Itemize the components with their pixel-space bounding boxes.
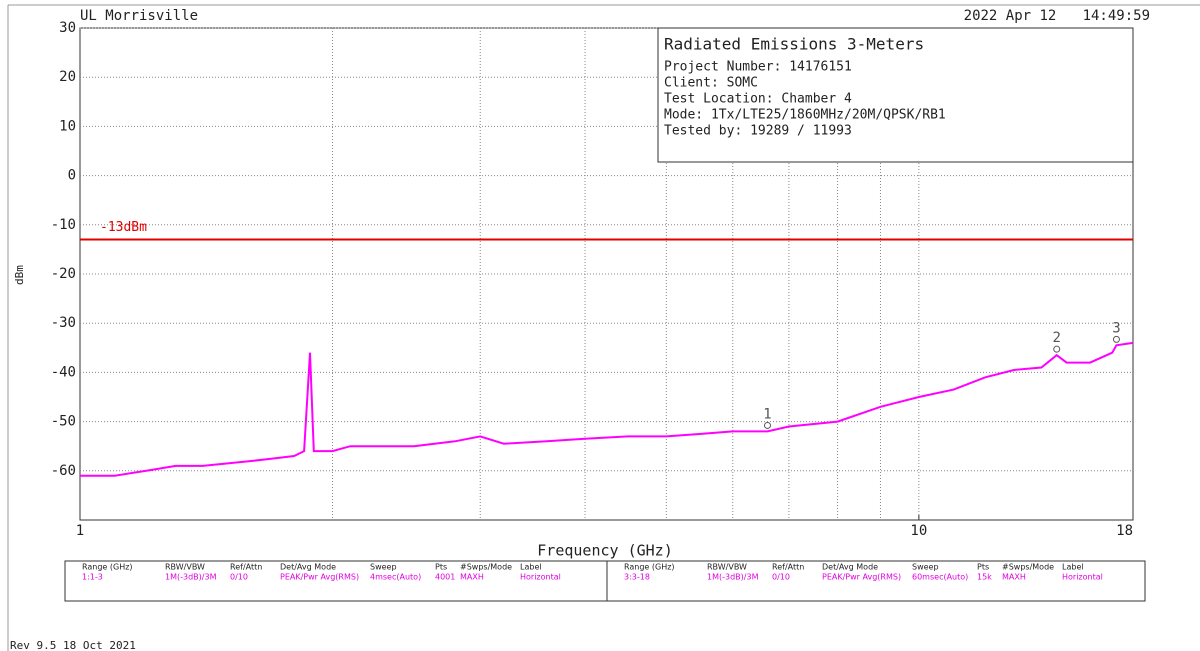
table-header: Range (GHz) [82, 563, 133, 572]
y-tick-label: 20 [59, 69, 76, 85]
table-header: #Swps/Mode [1002, 563, 1054, 572]
table-cell: PEAK/Pwr Avg(RMS) [280, 573, 359, 582]
table-header: Pts [435, 563, 447, 572]
y-tick-label: 0 [68, 168, 76, 184]
y-tick-label: -10 [51, 217, 76, 233]
time: 14:49:59 [1083, 8, 1150, 24]
info-line: Project Number: 14176151 [664, 60, 852, 75]
footer: Rev 9.5 18 Oct 2021 [10, 639, 136, 651]
table-header: Range (GHz) [624, 563, 675, 572]
table-cell: 0/10 [772, 573, 790, 582]
trace [80, 341, 1134, 477]
x-tick-label: 10 [910, 523, 927, 539]
table-cell: 3:3-18 [624, 573, 650, 582]
x-tick-label: 1 [76, 523, 84, 539]
y-tick-label: 10 [59, 118, 76, 134]
table-cell: 0/10 [230, 573, 248, 582]
marker [1112, 335, 1120, 343]
y-tick-label: -60 [51, 463, 76, 479]
marker-label: 2 [1053, 330, 1061, 346]
table-header: Pts [977, 563, 989, 572]
site: UL Morrisville [80, 8, 198, 24]
marker-label: 1 [763, 406, 771, 422]
settings-table [64, 560, 1146, 602]
table-cell: MAXH [1002, 573, 1026, 582]
table-header: Det/Avg Mode [280, 563, 336, 572]
y-tick-label: -50 [51, 414, 76, 430]
table-header: Ref/Attn [772, 563, 804, 572]
table-header: Label [520, 563, 542, 572]
y-tick-label: -30 [51, 315, 76, 331]
table-cell: PEAK/Pwr Avg(RMS) [822, 573, 901, 582]
table-cell: 4msec(Auto) [370, 573, 421, 582]
x-axis-label: Frequency (GHz) [537, 542, 672, 560]
table-header: Det/Avg Mode [822, 563, 878, 572]
table-header: Label [1062, 563, 1084, 572]
table-cell: Horizontal [1062, 573, 1103, 582]
info-line: Tested by: 19289 / 11993 [664, 124, 852, 139]
date: 2022 Apr 12 [964, 8, 1057, 24]
table-header: Ref/Attn [230, 563, 262, 572]
info-title: Radiated Emissions 3-Meters [664, 35, 924, 54]
table-cell: MAXH [460, 573, 484, 582]
info-line: Test Location: Chamber 4 [664, 92, 852, 107]
table-cell: 15k [977, 573, 992, 582]
y-tick-label: -40 [51, 364, 76, 380]
table-header: Sweep [912, 563, 939, 572]
x-tick-label: 18 [1116, 523, 1133, 539]
marker-label: 3 [1112, 320, 1120, 336]
marker [763, 421, 771, 429]
table-cell: 1M(-3dB)/3M [707, 573, 759, 582]
limit-label: -13dBm [100, 220, 147, 235]
table-cell: 60msec(Auto) [912, 573, 968, 582]
marker [1053, 345, 1061, 353]
info-box [657, 27, 1134, 163]
table-header: RBW/VBW [165, 563, 205, 572]
table-header: #Swps/Mode [460, 563, 512, 572]
table-cell: 1M(-3dB)/3M [165, 573, 217, 582]
table-cell: 4001 [435, 573, 455, 582]
settings-cells: Range (GHz)1:1-3RBW/VBW1M(-3dB)/3MRef/At… [82, 563, 1103, 582]
table-cell: 1:1-3 [82, 573, 103, 582]
y-tick-label: -20 [51, 266, 76, 282]
table-header: Sweep [370, 563, 397, 572]
y-axis-label: dBm [13, 265, 26, 285]
y-tick-label: 30 [59, 20, 76, 36]
info-line: Client: SOMC [664, 76, 758, 91]
table-cell: Horizontal [520, 573, 561, 582]
table-header: RBW/VBW [707, 563, 747, 572]
plot: -13dBm 1 2 3 [79, 27, 1134, 520]
info-line: Mode: 1Tx/LTE25/1860MHz/20M/QPSK/RB1 [664, 108, 946, 123]
